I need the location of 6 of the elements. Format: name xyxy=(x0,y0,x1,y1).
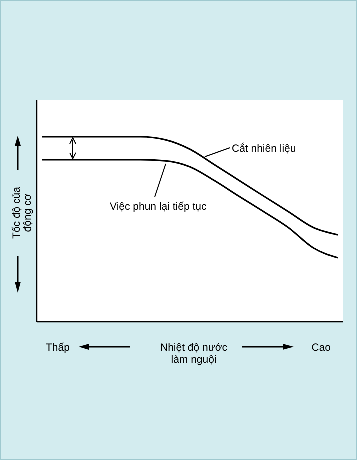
text: Cao xyxy=(312,342,332,354)
annotation: Việc phun lại tiếp tục xyxy=(110,201,207,213)
y-axis-title: Tốc độ của động cơ xyxy=(11,186,34,239)
x-axis-title: Nhiệt độ nước làm nguội xyxy=(160,342,228,366)
annotation: Cắt nhiên liệu xyxy=(232,142,296,155)
text: Thấp xyxy=(46,342,70,354)
